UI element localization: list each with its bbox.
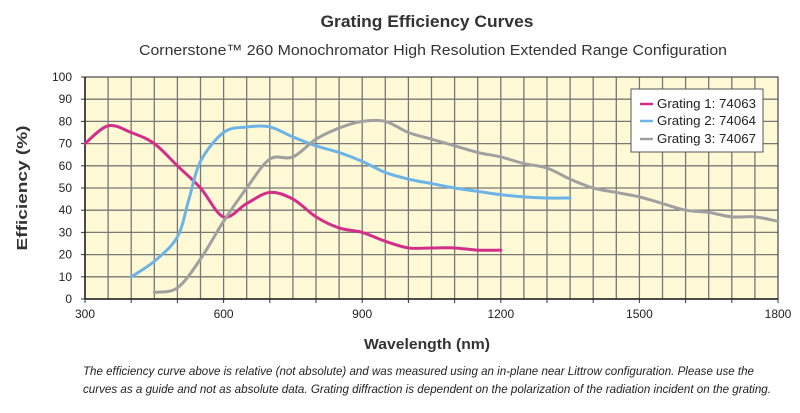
y-axis-label: Efficiency (%) xyxy=(14,125,31,250)
y-tick-label: 100 xyxy=(52,70,72,84)
series-line-grating-2 xyxy=(129,124,572,279)
y-tick-label: 40 xyxy=(59,203,73,217)
x-tick-label: 1800 xyxy=(765,307,792,321)
x-axis-label: Wavelength (nm) xyxy=(364,336,490,353)
legend: Grating 1: 74063 Grating 2: 74064 Gratin… xyxy=(630,88,764,153)
series-line-grating-1 xyxy=(83,123,503,252)
x-tick-label: 300 xyxy=(75,307,95,321)
x-tick-label: 900 xyxy=(352,307,372,321)
legend-label-2: Grating 2: 74064 xyxy=(657,114,756,128)
y-tick-label: 90 xyxy=(59,92,73,106)
axis-ticks: 0 10 20 30 40 50 60 70 80 90 100 300 600 900 1200 1500 1… xyxy=(52,70,792,321)
y-tick-label: 80 xyxy=(59,114,73,128)
y-tick-label: 20 xyxy=(59,248,73,262)
chart-title: Grating Efficiency Curves xyxy=(321,12,534,31)
legend-box xyxy=(630,88,764,153)
legend-label-1: Grating 1: 74063 xyxy=(657,97,756,111)
x-tick-label: 1500 xyxy=(626,307,653,321)
y-tick-label: 0 xyxy=(65,292,72,306)
legend-label-3: Grating 3: 74067 xyxy=(657,132,756,146)
y-tick-label: 30 xyxy=(59,225,73,239)
footnote-line-1: The efficiency curve above is relative (… xyxy=(83,366,754,378)
x-tick-label: 600 xyxy=(214,307,234,321)
y-tick-label: 10 xyxy=(59,270,73,284)
footnote-line-2: curves as a guide and not as absolute da… xyxy=(83,384,771,396)
y-tick-label: 70 xyxy=(59,137,73,151)
series-lines xyxy=(83,118,780,294)
y-tick-label: 50 xyxy=(59,181,73,195)
chart-subtitle: Cornerstone™ 260 Monochromator High Reso… xyxy=(139,42,727,59)
y-tick-label: 60 xyxy=(59,159,73,173)
series-line-grating-3 xyxy=(152,118,780,294)
x-tick-label: 1200 xyxy=(487,307,514,321)
